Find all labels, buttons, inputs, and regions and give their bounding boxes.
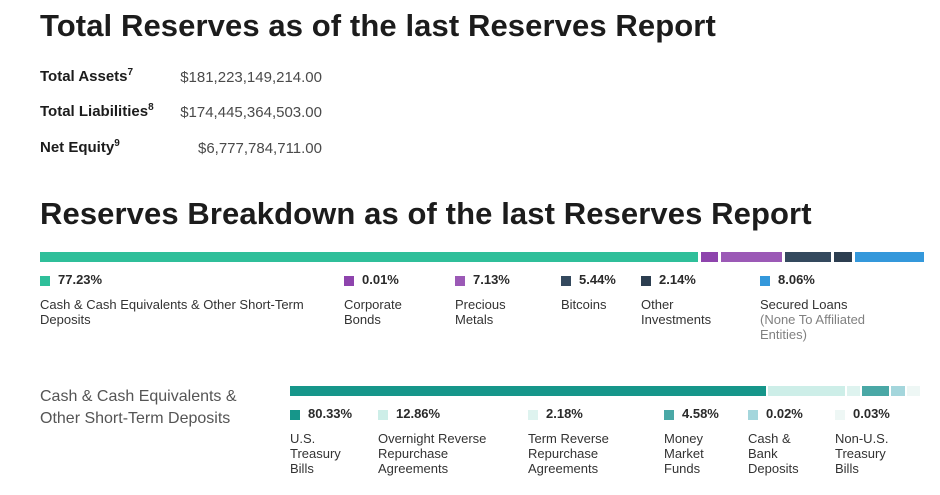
legend-label: Overnight Reverse Repurchase Agreements [378,431,487,476]
legend-note: (None To Affiliated Entities) [760,312,866,342]
net-equity-value: $6,777,784,711.00 [197,140,322,157]
bar-segment-3 [721,252,782,262]
reserves-title: Total Reserves as of the last Reserves R… [40,8,716,43]
legend-label: Bitcoins [561,297,607,312]
legend-item-6: 8.06% Secured Loans (None To Affiliated En… [760,272,890,342]
legend-item-3: 7.13% Precious Metals [455,272,535,342]
total-assets-value: $181,223,149,214.00 [180,69,322,86]
total-assets-label: Total Assets7 [40,67,134,85]
legend-percent: 80.33% [308,406,353,421]
legend-swatch [760,276,770,286]
legend-item-4: 5.44% Bitcoins [561,272,631,342]
bar-segment-6 [855,252,924,262]
legend-label: Secured Loans (None To Affiliated Entitie… [760,297,890,342]
legend-item-4: 4.58% Money Market Funds [664,406,734,476]
legend-swatch [455,276,465,286]
legend-swatch [40,276,50,286]
legend-percent: 4.58% [682,406,719,421]
bar-segment-5 [834,252,853,262]
legend-swatch [378,410,388,420]
legend-swatch [748,410,758,420]
bar-segment-2 [700,252,719,262]
legend-item-5: 0.02% Cash & Bank Deposits [748,406,818,476]
legend-label: U.S. Treasury Bills [290,431,341,476]
cash-breakdown-title: Cash & Cash Equivalents & Other Short-Te… [40,388,237,427]
legend-percent: 0.03% [853,406,890,421]
legend-swatch [344,276,354,286]
legend-item-6: 0.03% Non-U.S. Treasury Bills [835,406,905,476]
legend-percent: 77.23% [58,272,103,287]
legend-percent: 0.01% [362,272,399,287]
legend-item-1: 77.23% Cash & Cash Equivalents & Other Sh… [40,272,330,342]
legend-item-3: 2.18% Term Reverse Repurchase Agreements [528,406,628,476]
legend-label: Non-U.S. Treasury Bills [835,431,889,476]
bar-segment-1 [40,252,698,262]
legend-swatch [641,276,651,286]
legend-percent: 7.13% [473,272,510,287]
legend-percent: 2.18% [546,406,583,421]
legend-item-2: 12.86% Overnight Reverse Repurchase Agree… [378,406,508,476]
bar-segment-2 [768,386,845,396]
bar-segment-4 [784,252,832,262]
legend-label: Other Investments [641,297,712,327]
total-liabilities-label: Total Liabilities8 [40,102,154,120]
legend-percent: 8.06% [778,272,815,287]
legend-percent: 12.86% [396,406,441,421]
breakdown-title: Reserves Breakdown as of the last Reserv… [40,196,812,231]
bar-segment-4 [862,386,890,396]
legend-swatch [528,410,538,420]
legend-label: Money Market Funds [664,431,704,476]
bar-segment-5 [891,386,905,396]
legend-item-1: 80.33% U.S. Treasury Bills [290,406,360,476]
legend-label: Cash & Bank Deposits [748,431,799,476]
legend-label: Cash & Cash Equivalents & Other Short-Te… [40,297,304,327]
legend-label: Precious Metals [455,297,506,327]
legend-label: Corporate Bonds [344,297,402,327]
reserves-breakdown-bar [40,252,924,262]
bar-segment-1 [290,386,767,396]
bar-segment-6 [906,386,920,396]
legend-percent: 0.02% [766,406,803,421]
legend-swatch [561,276,571,286]
legend-swatch [835,410,845,420]
cash-breakdown-bar [290,386,920,396]
legend-swatch [664,410,674,420]
net-equity-label: Net Equity9 [40,138,120,156]
legend-label: Term Reverse Repurchase Agreements [528,431,609,476]
legend-swatch [290,410,300,420]
legend-item-2: 0.01% Corporate Bonds [344,272,434,342]
legend-item-5: 2.14% Other Investments [641,272,741,342]
total-liabilities-value: $174,445,364,503.00 [180,104,322,121]
legend-percent: 2.14% [659,272,696,287]
bar-segment-3 [846,386,861,396]
legend-percent: 5.44% [579,272,616,287]
